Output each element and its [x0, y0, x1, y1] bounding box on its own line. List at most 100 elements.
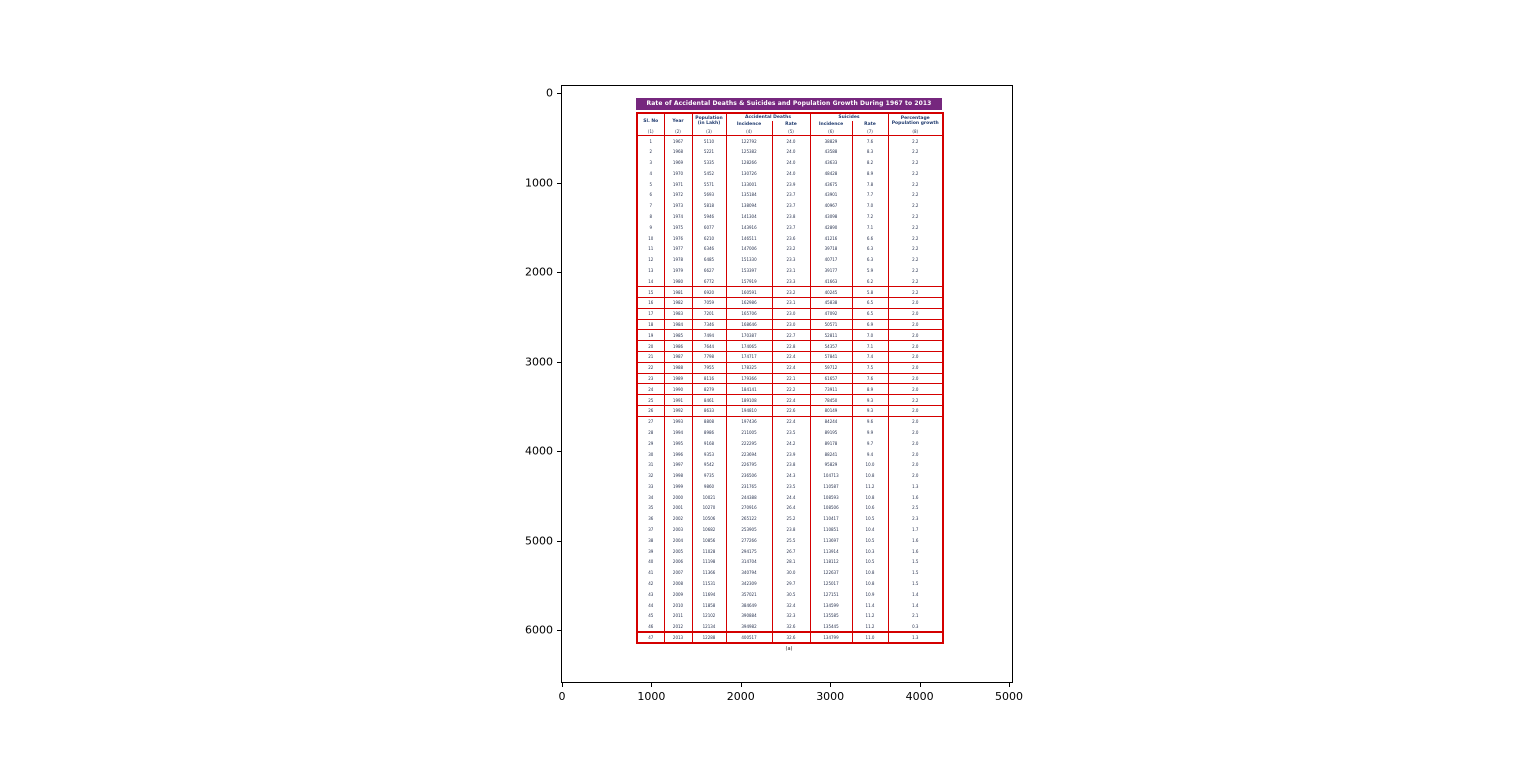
- table-row: 28 1994 8986 211005 23.5 89195 9.9 2.0: [636, 427, 944, 438]
- table-cell: 160591: [725, 286, 773, 298]
- table-cell: 2.2: [887, 286, 944, 298]
- table-cell: 265122: [725, 513, 773, 525]
- table-cell: 125017: [809, 578, 853, 589]
- table-cell: 8.3: [851, 146, 889, 158]
- table-cell: 4: [636, 167, 665, 179]
- table-cell: 24.2: [771, 437, 811, 449]
- table-row: 29 1995 9168 222295 24.2 89178 9.7 2.0: [636, 437, 944, 449]
- table-body: 1 1967 5110 122792 24.0 38829 7.6 2.2 2 1968 5221 1…: [636, 135, 944, 643]
- table-cell: 223694: [725, 448, 773, 460]
- table-cell: 2.2: [887, 254, 944, 266]
- table-row: 19 1985 7494 170387 22.7 52811 7.0 2.0: [636, 329, 944, 342]
- table-cell: 22.1: [771, 373, 811, 385]
- table-cell: 6.3: [851, 254, 889, 266]
- table-cell: 8279: [691, 383, 727, 396]
- table-cell: 2.2: [887, 189, 944, 201]
- table-cell: 42890: [809, 221, 853, 233]
- table-cell: 39177: [809, 265, 853, 276]
- table-cell: 1996: [663, 448, 693, 460]
- table-cell: 194810: [725, 405, 773, 417]
- table-cell: 45: [636, 610, 665, 622]
- table-cell: 1989: [663, 373, 693, 385]
- table-cell: 1973: [663, 200, 693, 212]
- table-cell: 1978: [663, 254, 693, 266]
- table-image: Rate of Accidental Deaths & Suicides and…: [636, 98, 944, 652]
- table-cell: 24.0: [771, 167, 811, 179]
- y-tick-label: 1000: [525, 176, 553, 189]
- table-cell: 22.2: [771, 383, 811, 396]
- table-cell: 2.2: [887, 243, 944, 255]
- table-cell: 2.5: [887, 502, 944, 514]
- y-tick-label: 0: [546, 86, 553, 100]
- table-cell: 1972: [663, 189, 693, 201]
- table-cell: 2.0: [887, 297, 944, 309]
- x-tick-label: 3000: [816, 690, 845, 703]
- table-cell: 31: [636, 459, 665, 471]
- table-cell: 17: [636, 308, 665, 320]
- table-cell: 108593: [809, 491, 853, 503]
- table-cell: 1991: [663, 394, 693, 406]
- table-cell: 1: [636, 135, 665, 147]
- table-cell: 44: [636, 599, 665, 611]
- table-cell: 2.2: [887, 275, 944, 288]
- table-row: 11 1977 6346 147006 23.2 39718 6.3 2.2: [636, 243, 944, 255]
- table-cell: 7.7: [851, 189, 889, 201]
- table-row: 41 2007 11366 340794 30.0 122637 10.8 1.5: [636, 567, 944, 579]
- table-cell: 11694: [691, 588, 727, 600]
- table-row: 45 2011 12102 390884 32.3 135585 11.2 2.1: [636, 610, 944, 622]
- table-cell: 23.0: [771, 319, 811, 331]
- table-row: 31 1997 9542 226795 23.8 95829 10.0 2.0: [636, 459, 944, 471]
- table-cell: 52811: [809, 329, 853, 342]
- table-cell: 8.2: [851, 157, 889, 168]
- table-cell: 253905: [725, 524, 773, 535]
- table-cell: 11: [636, 243, 665, 255]
- table-cell: 1995: [663, 437, 693, 449]
- table-cell: 43633: [809, 157, 853, 168]
- table-cell: 47092: [809, 308, 853, 320]
- table-cell: 10.5: [851, 534, 889, 546]
- col-number: (8): [887, 128, 944, 136]
- y-tick-label: 2000: [525, 265, 553, 279]
- table-cell: 226795: [725, 459, 773, 471]
- table-cell: 9.7: [851, 437, 889, 449]
- table-row: 9 1975 6077 143916 23.7 42890 7.1 2.2: [636, 221, 944, 233]
- table-cell: 1.6: [887, 545, 944, 557]
- table-cell: 2.2: [887, 200, 944, 212]
- table-cell: 5693: [691, 189, 727, 201]
- table-cell: 8461: [691, 394, 727, 406]
- table-cell: 1970: [663, 167, 693, 179]
- col-header-year: Year: [663, 113, 693, 128]
- table-row: 22 1988 7955 178325 22.4 59712 7.5 2.0: [636, 362, 944, 374]
- table-cell: 15: [636, 286, 665, 298]
- col-subheader: Incidence: [809, 121, 853, 128]
- table-cell: 1980: [663, 275, 693, 288]
- table-cell: 8: [636, 211, 665, 222]
- table-cell: 2.2: [887, 146, 944, 158]
- table-cell: 23.7: [771, 189, 811, 201]
- table-cell: 59712: [809, 362, 853, 374]
- table-cell: 2.0: [887, 319, 944, 331]
- plot-axes: 0 1000 2000 3000 4000 5000 0 1000 2000 3000 4000 50…: [525, 85, 1023, 703]
- table-cell: 10.8: [851, 578, 889, 589]
- table-cell: 24: [636, 383, 665, 396]
- table-cell: 23.7: [771, 221, 811, 233]
- table-row: 16 1982 7059 162986 23.1 45838 6.5 2.0: [636, 297, 944, 309]
- table-cell: 28.1: [771, 556, 811, 568]
- table-cell: 43: [636, 588, 665, 600]
- col-subheader: Rate: [851, 121, 889, 128]
- y-tick-label: 6000: [525, 623, 553, 637]
- table-cell: 7798: [691, 351, 727, 363]
- table-cell: 23.2: [771, 286, 811, 298]
- table-cell: 80149: [809, 405, 853, 417]
- table-cell: 2.0: [887, 373, 944, 385]
- table-row: 42 2008 11531 342309 29.7 125017 10.8 1.5: [636, 578, 944, 589]
- table-cell: 178325: [725, 362, 773, 374]
- table-cell: 32.6: [771, 621, 811, 633]
- table-cell: 2.2: [887, 167, 944, 179]
- table-cell: 231765: [725, 481, 773, 492]
- table-cell: 10506: [691, 513, 727, 525]
- table-cell: 22.6: [771, 405, 811, 417]
- table-cell: 20: [636, 340, 665, 352]
- table-cell: 2.3: [887, 513, 944, 525]
- table-cell: 5.9: [851, 265, 889, 276]
